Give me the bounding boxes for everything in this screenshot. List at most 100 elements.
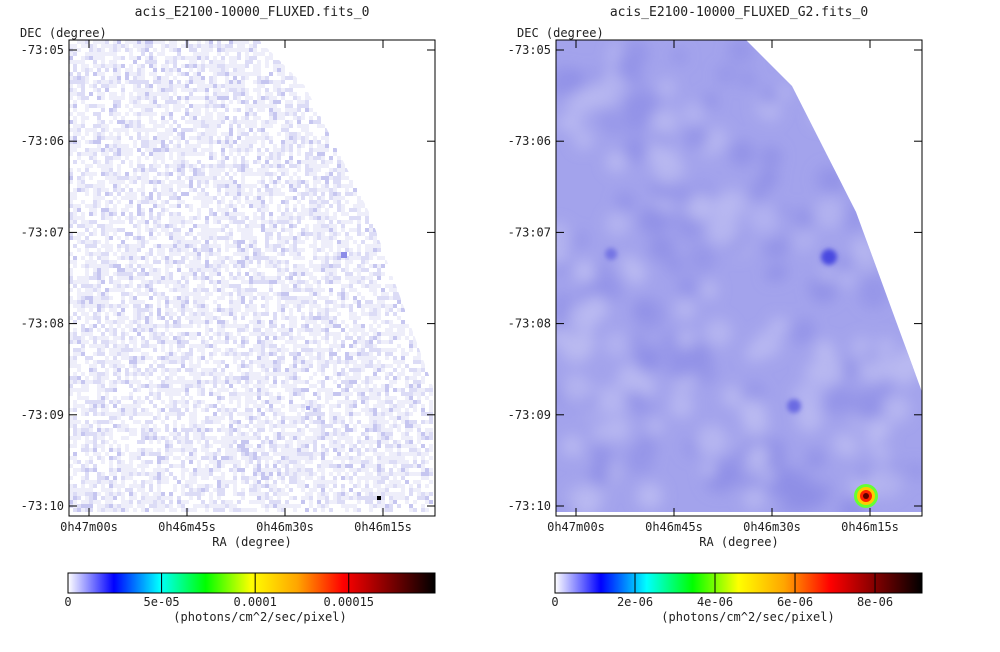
left-image-pixel [377,360,381,364]
left-image-pixel [317,204,321,208]
left-image-pixel [209,140,213,144]
left-image-pixel [377,420,381,424]
left-image-pixel [105,236,109,240]
left-image-pixel [125,40,129,44]
left-image-pixel [305,136,309,140]
left-image-pixel [129,432,133,436]
left-image-pixel [129,284,133,288]
left-image-pixel [265,228,269,232]
left-image-pixel [145,376,149,380]
left-image-pixel [157,412,161,416]
left-image-pixel [225,240,229,244]
left-image-pixel [69,300,73,304]
left-image-pixel [261,84,265,88]
left-image-pixel [289,308,293,312]
left-image-pixel [245,304,249,308]
left-image-pixel [117,76,121,80]
left-image-pixel [357,272,361,276]
left-image-pixel [273,352,277,356]
left-image-pixel [181,332,185,336]
left-image-pixel [149,420,153,424]
left-image-pixel [241,80,245,84]
left-image-pixel [209,152,213,156]
left-image-pixel [97,200,101,204]
left-image-pixel [345,232,349,236]
left-image-pixel [97,308,101,312]
left-image-pixel [329,228,333,232]
left-image-pixel [253,288,257,292]
left-image-pixel [357,436,361,440]
left-image-pixel [301,228,305,232]
left-image-pixel [349,308,353,312]
left-image-pixel [101,280,105,284]
left-image-pixel [81,312,85,316]
left-image-pixel [409,420,413,424]
left-image-pixel [185,84,189,88]
left-image-pixel [105,412,109,416]
left-image-pixel [261,332,265,336]
left-image-pixel [349,336,353,340]
left-image-pixel [129,360,133,364]
left-image-pixel [333,304,337,308]
left-image-pixel [85,316,89,320]
left-image-pixel [169,96,173,100]
left-image-pixel [69,136,73,140]
left-image-pixel [297,412,301,416]
left-image-pixel [413,356,417,360]
left-image-pixel [265,264,269,268]
left-image-pixel [349,272,353,276]
left-image-pixel [181,248,185,252]
left-image-pixel [225,232,229,236]
left-image-pixel [205,296,209,300]
left-image-pixel [289,352,293,356]
left-image-pixel [305,288,309,292]
left-image-pixel [81,152,85,156]
left-image-pixel [265,164,269,168]
left-image-pixel [85,192,89,196]
left-image-pixel [193,128,197,132]
left-image-pixel [321,264,325,268]
left-image-pixel [137,400,141,404]
left-image-pixel [137,80,141,84]
left-image-pixel [101,396,105,400]
left-image-pixel [249,240,253,244]
left-image-pixel [221,312,225,316]
left-image-pixel [213,348,217,352]
left-image-pixel [133,316,137,320]
left-image-pixel [81,280,85,284]
left-image-pixel [185,408,189,412]
left-image-pixel [177,412,181,416]
left-image-pixel [377,244,381,248]
left-image-pixel [329,408,333,412]
left-image-pixel [181,104,185,108]
left-image-pixel [301,396,305,400]
left-image-pixel [309,192,313,196]
left-image-pixel [141,372,145,376]
left-image-pixel [193,76,197,80]
left-image-pixel [193,296,197,300]
left-image-pixel [133,248,137,252]
left-image-pixel [325,208,329,212]
left-image-pixel [97,140,101,144]
left-image-pixel [337,176,341,180]
left-image-pixel [117,428,121,432]
left-image-pixel [341,296,345,300]
left-image-pixel [85,408,89,412]
left-image-pixel [105,404,109,408]
left-image-pixel [373,304,377,308]
left-image-pixel [285,292,289,296]
left-image-pixel [149,236,153,240]
left-image-pixel [105,200,109,204]
left-image-pixel [281,352,285,356]
left-image-pixel [129,100,133,104]
left-image-pixel [205,52,209,56]
left-image-pixel [177,260,181,264]
left-image-pixel [273,396,277,400]
left-image-pixel [305,360,309,364]
left-image-pixel [345,220,349,224]
left-image-pixel [81,344,85,348]
left-image-pixel [169,132,173,136]
left-image-pixel [261,128,265,132]
left-image-pixel [205,292,209,296]
left-image-pixel [153,428,157,432]
